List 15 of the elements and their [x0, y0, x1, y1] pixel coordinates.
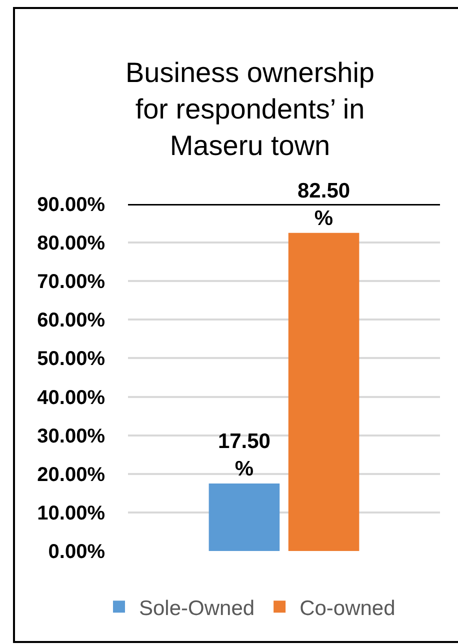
y-tick-label: 60.00% [37, 310, 106, 332]
data-label: 82.50 % [298, 180, 350, 230]
legend-label: Co-owned [300, 596, 396, 620]
chart-title: Business ownership for respondents’ in Maseru town [125, 57, 375, 161]
y-tick-label: 0.00% [48, 541, 106, 563]
y-tick-label: 70.00% [37, 271, 106, 294]
y-tick-label: 30.00% [37, 425, 106, 448]
y-tick-label: 20.00% [37, 464, 106, 486]
y-tick-label: 90.00% [37, 194, 106, 216]
y-tick-label: 10.00% [37, 502, 106, 524]
data-label: 17.50 % [218, 430, 270, 481]
y-tick-label: 50.00% [37, 348, 106, 370]
y-tick-label: 40.00% [37, 386, 106, 409]
legend-label: Sole-Owned [139, 596, 255, 620]
y-tick-label: 80.00% [37, 232, 106, 255]
